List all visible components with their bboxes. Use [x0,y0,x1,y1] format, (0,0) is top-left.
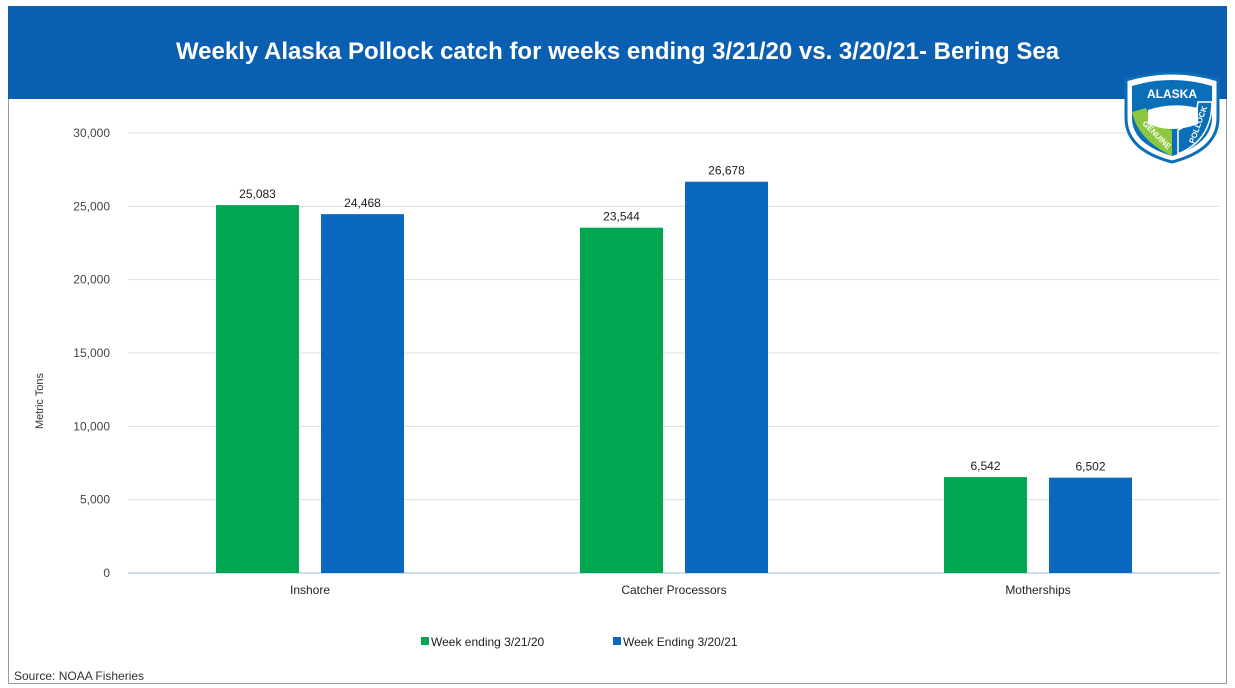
data-label: 24,468 [344,196,381,210]
category-label: Inshore [290,583,330,597]
shield-center-icon [1148,105,1198,129]
logo-text-top: ALASKA [1147,87,1197,101]
legend-label: Week ending 3/21/20 [431,635,545,649]
data-label: 23,544 [603,210,640,224]
bar-inshore-series-1 [216,205,299,573]
data-label: 6,542 [970,459,1000,473]
chart-title: Weekly Alaska Pollock catch for weeks en… [175,38,1060,65]
source-note: Source: NOAA Fisheries [14,669,145,683]
gridlines [128,132,1220,574]
category-labels: Inshore Catcher Processors Motherships [290,583,1071,597]
data-labels: 25,083 24,468 23,544 26,678 6,542 6,502 [239,164,1106,474]
category-label: Motherships [1005,583,1070,597]
y-axis-label: Metric Tons [34,372,46,429]
y-tick-label: 15,000 [73,346,110,360]
bar-catcher-processors-series-2 [685,181,768,574]
y-tick-label: 20,000 [73,273,110,287]
bar-catcher-processors-series-1 [580,227,663,574]
category-label: Catcher Processors [621,583,726,597]
bars [216,181,1132,574]
legend-swatch [613,637,621,645]
data-label: 25,083 [239,187,276,201]
y-tick-label: 10,000 [73,419,110,433]
bar-motherships-series-1 [944,477,1027,573]
bar-motherships-series-2 [1049,477,1132,573]
data-label: 26,678 [708,164,745,178]
y-tick-label: 5,000 [80,493,110,507]
legend: Week ending 3/21/20 Week Ending 3/20/21 [421,635,738,649]
y-tick-label: 0 [103,566,110,580]
bar-inshore-series-2 [321,214,404,574]
title-banner [8,6,1227,99]
y-tick-label: 25,000 [73,199,110,213]
y-axis-ticks: 0 5,000 10,000 15,000 20,000 25,000 30,000 [73,126,110,580]
shield-green-band-icon [1132,108,1172,156]
y-tick-label: 30,000 [73,126,110,140]
alaska-pollock-logo: ALASKA GENUINE POLLOCK [1124,72,1220,164]
legend-swatch [421,637,429,645]
data-label: 6,502 [1075,460,1105,474]
legend-label: Week Ending 3/20/21 [623,635,738,649]
